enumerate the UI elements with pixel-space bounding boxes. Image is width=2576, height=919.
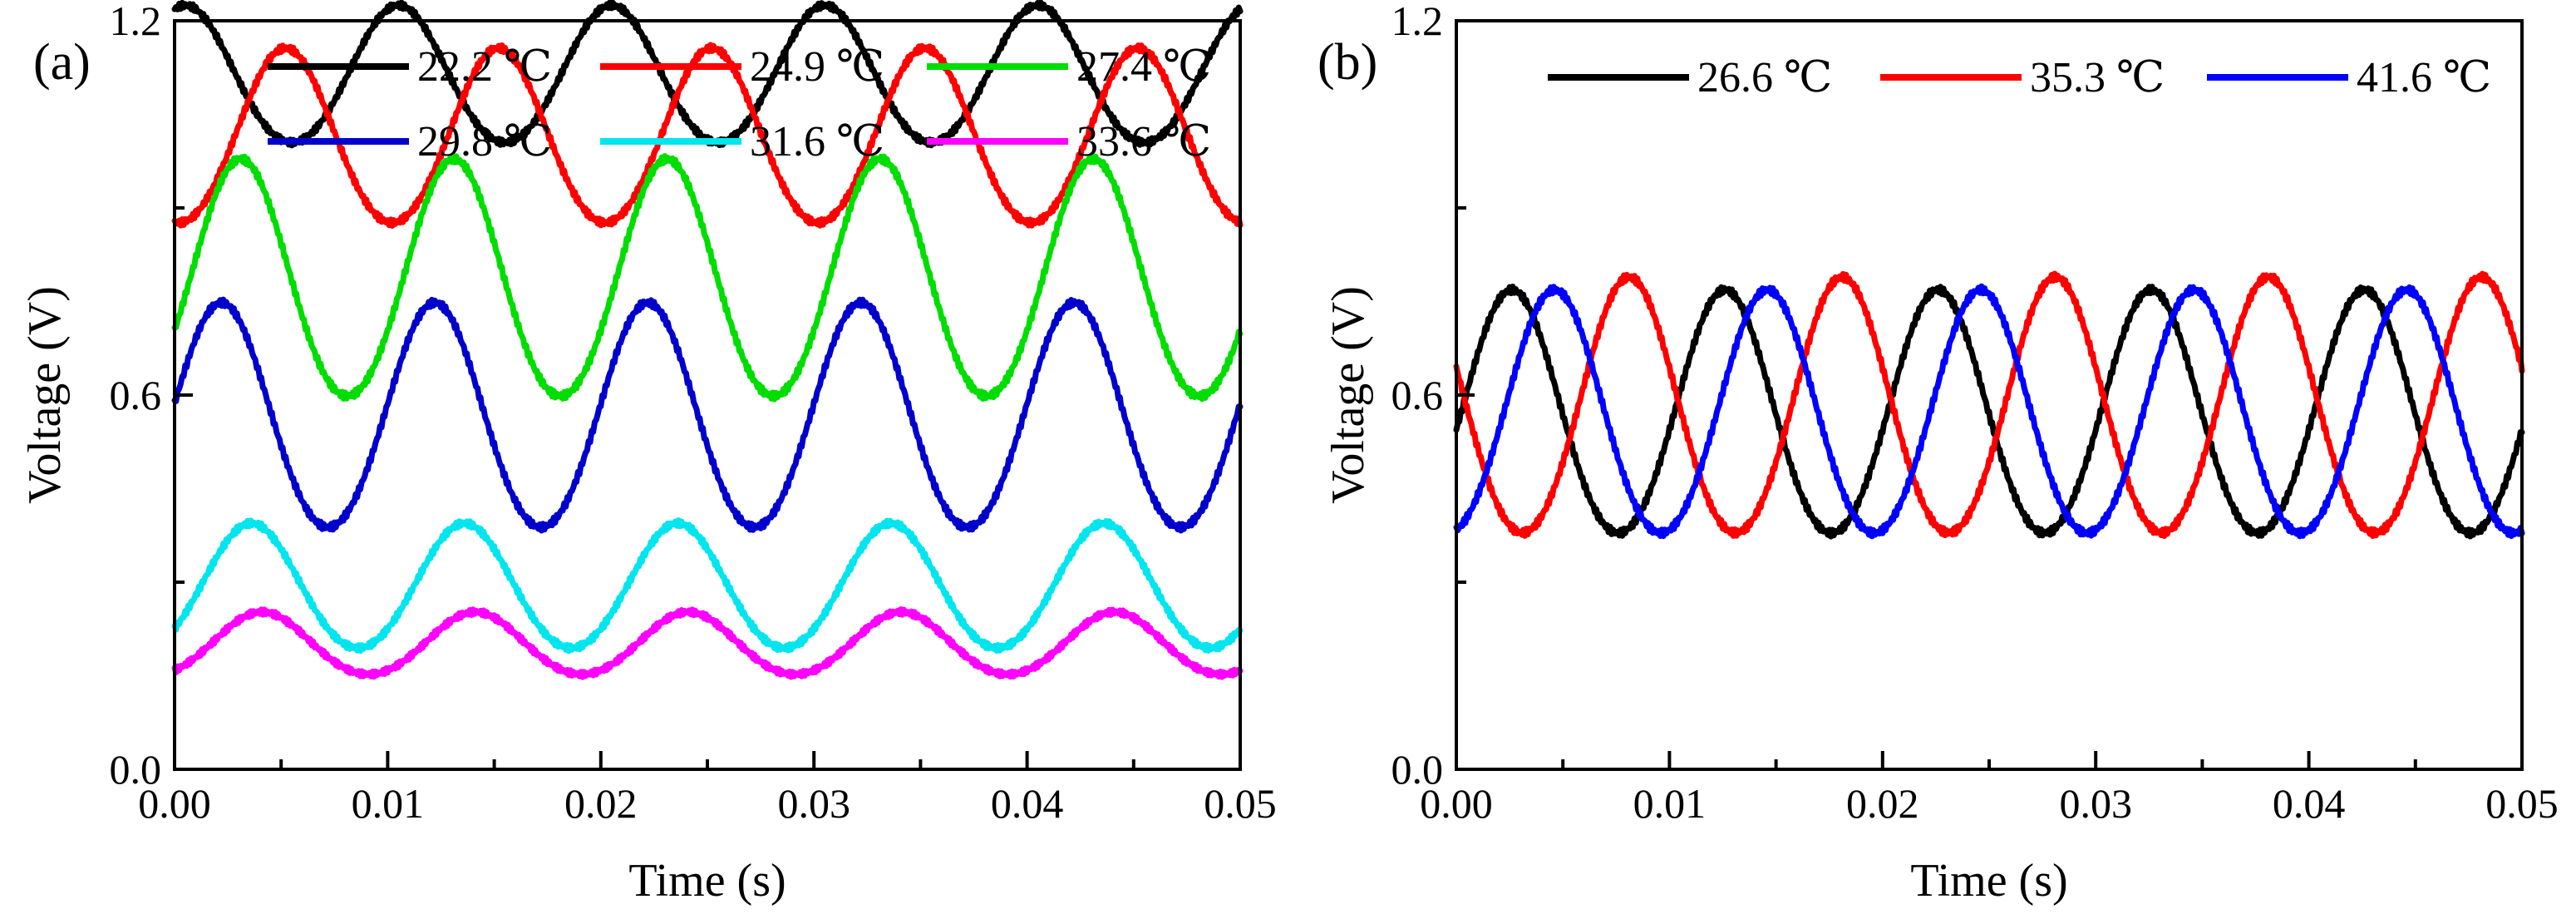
legend-label: 41.6 ℃ (2357, 54, 2491, 101)
legend-label: 31.6 ℃ (750, 118, 884, 166)
x-tick-label-a: 0.00 (138, 780, 211, 827)
x-tick-label-b: 0.05 (2485, 780, 2559, 827)
legend-label: 33.6 ℃ (1076, 118, 1211, 166)
y-tick-label-b: 0.6 (1391, 372, 1444, 418)
tick-labels-a: 0.00 0.01 0.02 0.03 0.04 0.05 0.0 0.6 1.2 (110, 0, 1277, 827)
x-tick-label-b: 0.04 (2273, 780, 2346, 827)
legend-label: 22.2 ℃ (417, 43, 552, 91)
series-group-b (1453, 270, 2525, 540)
series-line-a-5 (171, 606, 1244, 680)
legend-item: 29.8 ℃ (268, 118, 552, 166)
legend-item: 31.6 ℃ (600, 118, 884, 166)
legend-item: 26.6 ℃ (1548, 54, 1832, 101)
legend-label: 35.3 ℃ (2030, 54, 2165, 101)
x-axis-title-b: Time (s) (1910, 855, 2067, 907)
legend-label: 26.6 ℃ (1697, 54, 1832, 101)
series-group-a (171, 0, 1244, 680)
series-line-a-2 (171, 152, 1244, 403)
series-line-a-3 (171, 296, 1244, 534)
legend-a: 22.2 ℃ 24.9 ℃ 27.4 ℃ 29.8 ℃ 31.6 ℃ 33.6 … (268, 43, 1211, 166)
x-tick-label-b: 0.02 (1846, 780, 1919, 827)
x-tick-label-a: 0.02 (564, 780, 638, 827)
y-tick-label-a: 0.0 (110, 746, 162, 793)
panel-label-b: (b) (1318, 34, 1377, 91)
x-tick-label-a: 0.03 (777, 780, 850, 827)
series-line-b-2 (1453, 283, 2525, 540)
chart-panel-b: (b) 0.00 0.01 0.02 0.03 0.04 0.05 0.0 0.6 1.2 Ti… (1318, 0, 2559, 907)
legend-item: 41.6 ℃ (2207, 54, 2491, 101)
y-tick-label-a: 0.6 (110, 372, 162, 418)
legend-item: 33.6 ℃ (927, 118, 1211, 166)
y-axis-title-b: Voltage (V) (1322, 286, 1374, 504)
ticks-b (1455, 19, 2524, 771)
x-tick-label-b: 0.00 (1420, 780, 1493, 827)
legend-item: 22.2 ℃ (268, 43, 552, 91)
series-line-b-1 (1453, 270, 2525, 539)
series-line-b-0 (1453, 284, 2525, 540)
y-axis-title-a: Voltage (V) (19, 286, 71, 504)
y-tick-label-b: 1.2 (1391, 0, 1444, 44)
x-axis-title-a: Time (s) (628, 855, 786, 907)
ticks-a (173, 19, 1242, 771)
legend-label: 29.8 ℃ (417, 118, 552, 166)
y-tick-label-b: 0.0 (1391, 746, 1444, 793)
x-tick-label-a: 0.05 (1204, 780, 1277, 827)
legend-b: 26.6 ℃ 35.3 ℃ 41.6 ℃ (1548, 54, 2491, 101)
chart-panel-a: (a) 0.00 0.01 0.02 0.03 0.04 0.05 0.0 0.6 1.2 Ti… (19, 0, 1277, 907)
y-tick-label-a: 1.2 (110, 0, 162, 44)
x-tick-label-b: 0.03 (2059, 780, 2132, 827)
series-line-a-4 (171, 517, 1244, 655)
legend-item: 24.9 ℃ (600, 43, 884, 91)
panel-label-a: (a) (33, 34, 91, 91)
x-tick-label-a: 0.01 (352, 780, 425, 827)
x-tick-label-b: 0.01 (1633, 780, 1707, 827)
series-line-a-1 (171, 42, 1244, 229)
legend-label: 27.4 ℃ (1076, 43, 1211, 91)
legend-label: 24.9 ℃ (750, 43, 884, 91)
legend-item: 35.3 ℃ (1880, 54, 2165, 101)
tick-labels-b: 0.00 0.01 0.02 0.03 0.04 0.05 0.0 0.6 1.2 (1391, 0, 2559, 827)
legend-item: 27.4 ℃ (927, 43, 1211, 91)
x-tick-label-a: 0.04 (991, 780, 1064, 827)
